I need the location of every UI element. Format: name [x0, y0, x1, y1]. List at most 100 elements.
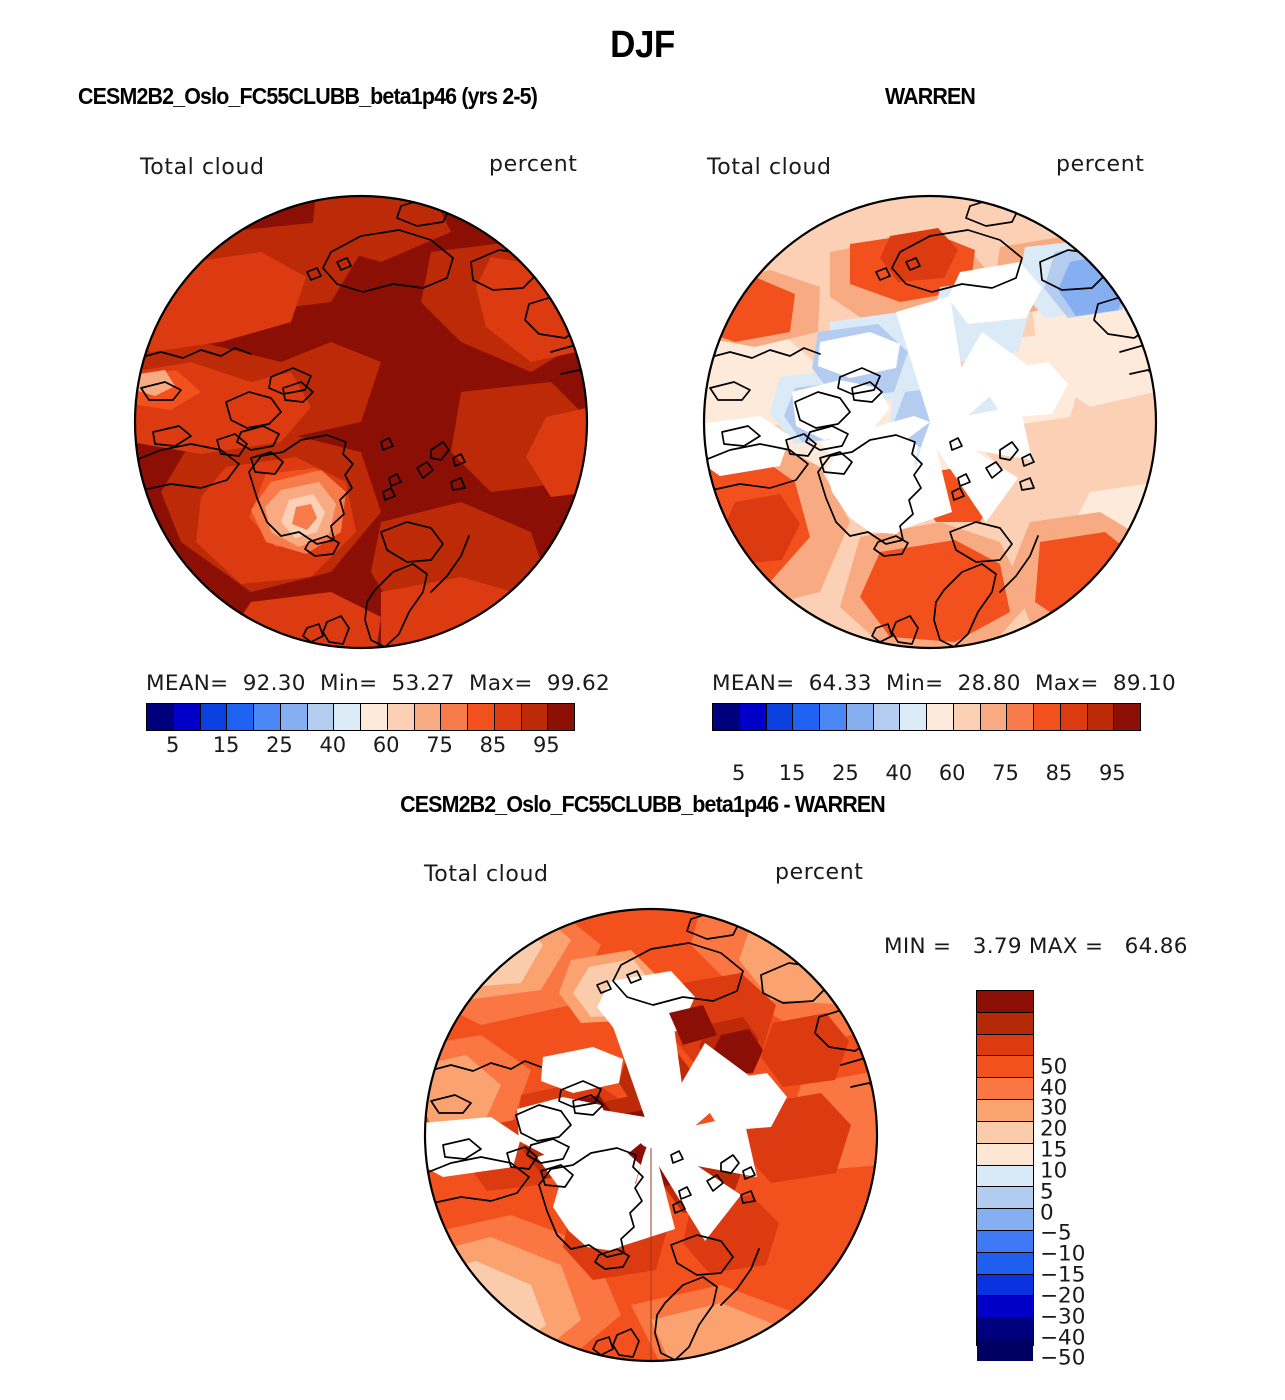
colorbar-segment [468, 704, 495, 730]
colorbar-tick-label: 20 [1040, 1116, 1068, 1142]
colorbar-segment [361, 704, 388, 730]
colorbar-diff-ticks: 50 40 30 20 15 10 5 0 −5 −10 −15 −20 −30 −40 −50 [1040, 1046, 1130, 1400]
colorbar-segment [953, 704, 981, 730]
colorbar-segment [713, 704, 740, 730]
colorbar-tick-label: 95 [532, 733, 560, 757]
colorbar-segment [977, 1296, 1033, 1319]
colorbar-tick-label: 25 [266, 733, 293, 757]
colorbar-segment [387, 704, 415, 730]
colorbar-segment [820, 704, 847, 730]
colorbar-tick-label: 25 [832, 761, 859, 785]
panel-title-model: CESM2B2_Oslo_FC55CLUBB_beta1p46 (yrs 2-5… [78, 83, 538, 109]
colorbar-segment [173, 704, 201, 730]
colorbar-tick-label: 75 [426, 733, 453, 757]
colorbar-segment [1060, 704, 1088, 730]
colorbar-tick-label: 0 [1040, 1200, 1054, 1226]
colorbar-segment [147, 704, 174, 730]
colorbar-segment [873, 704, 901, 730]
colorbar-tick-label: −20 [1040, 1283, 1086, 1309]
colorbar-tick-label: 40 [885, 761, 913, 785]
colorbar-tick-label: 10 [1040, 1158, 1068, 1184]
map-outline-obs [702, 194, 1158, 650]
colorbar-segment [307, 704, 335, 730]
colorbar-model [146, 703, 575, 731]
colorbar-segment [1034, 704, 1061, 730]
colorbar-tick-label: 60 [938, 761, 966, 785]
obs-stats: MEAN= 64.33 Min= 28.80 Max= 89.10 [712, 671, 1176, 696]
colorbar-segment [977, 1143, 1033, 1166]
colorbar-segment [977, 1165, 1033, 1188]
colorbar-segment [977, 1340, 1033, 1361]
panel-title-diff: CESM2B2_Oslo_FC55CLUBB_beta1p46 - WARREN [400, 791, 886, 817]
colorbar-obs [712, 703, 1141, 731]
colorbar-segment [1007, 704, 1034, 730]
colorbar-segment [977, 1230, 1033, 1253]
colorbar-segment [254, 704, 281, 730]
model-variable-label: Total cloud [140, 155, 265, 180]
diff-stats: MIN = 3.79 MAX = 64.86 [884, 934, 1188, 959]
colorbar-segment [739, 704, 767, 730]
colorbar-segment [977, 1318, 1033, 1340]
colorbar-segment [977, 1034, 1033, 1057]
panel-title-obs: WARREN [884, 83, 976, 109]
colorbar-segment [441, 704, 468, 730]
colorbar-segment [977, 1252, 1033, 1275]
colorbar-tick-label: 15 [1040, 1137, 1068, 1163]
colorbar-tick-label: 75 [992, 761, 1019, 785]
colorbar-tick-label: 15 [778, 761, 806, 785]
map-obs [700, 192, 1160, 652]
obs-variable-label: Total cloud [707, 155, 832, 180]
model-stats: MEAN= 92.30 Min= 53.27 Max= 99.62 [146, 671, 610, 696]
obs-units-label: percent [1056, 152, 1145, 177]
colorbar-tick-label: 5 [166, 733, 180, 757]
colorbar-tick-label: −5 [1040, 1220, 1072, 1246]
colorbar-tick-label: 15 [212, 733, 240, 757]
colorbar-tick-label: 50 [1040, 1054, 1068, 1080]
colorbar-diff [976, 990, 1034, 1361]
colorbar-segment [980, 704, 1008, 730]
colorbar-segment [766, 704, 794, 730]
colorbar-segment [977, 1100, 1033, 1122]
model-units-label: percent [489, 152, 578, 177]
colorbar-model-ticks: 5 15 25 40 60 75 85 95 [146, 733, 573, 761]
map-diff [421, 905, 881, 1365]
colorbar-segment [900, 704, 927, 730]
colorbar-tick-label: −40 [1040, 1325, 1086, 1351]
colorbar-tick-label: 95 [1098, 761, 1126, 785]
colorbar-segment [977, 991, 1033, 1013]
colorbar-tick-label: −10 [1040, 1241, 1086, 1267]
colorbar-segment [977, 1121, 1033, 1144]
colorbar-segment [977, 1209, 1033, 1231]
colorbar-segment [977, 1012, 1033, 1035]
colorbar-segment [521, 704, 549, 730]
colorbar-segment [548, 704, 574, 730]
colorbar-segment [494, 704, 522, 730]
colorbar-segment [846, 704, 874, 730]
colorbar-segment [977, 1078, 1033, 1101]
map-model [131, 192, 591, 652]
colorbar-segment [1087, 704, 1115, 730]
map-outline-model [133, 194, 589, 650]
colorbar-segment [927, 704, 954, 730]
colorbar-segment [1114, 704, 1140, 730]
colorbar-tick-label: −50 [1040, 1345, 1086, 1371]
figure-season-title: DJF [610, 24, 675, 66]
colorbar-tick-label: 5 [1040, 1179, 1054, 1205]
colorbar-tick-label: 40 [1040, 1075, 1068, 1101]
colorbar-segment [200, 704, 228, 730]
colorbar-segment [977, 1274, 1033, 1297]
colorbar-segment [227, 704, 254, 730]
colorbar-tick-label: 85 [1045, 761, 1073, 785]
colorbar-segment [793, 704, 820, 730]
colorbar-segment [977, 1056, 1033, 1079]
colorbar-tick-label: −15 [1040, 1262, 1086, 1288]
diff-variable-label: Total cloud [424, 862, 549, 887]
diff-units-label: percent [775, 860, 864, 885]
colorbar-tick-label: 5 [732, 761, 746, 785]
colorbar-tick-label: 30 [1040, 1095, 1068, 1121]
coastlines-diff [425, 910, 877, 1361]
colorbar-tick-label: 60 [372, 733, 400, 757]
colorbar-segment [334, 704, 361, 730]
colorbar-segment [977, 1187, 1033, 1210]
colorbar-segment [414, 704, 442, 730]
